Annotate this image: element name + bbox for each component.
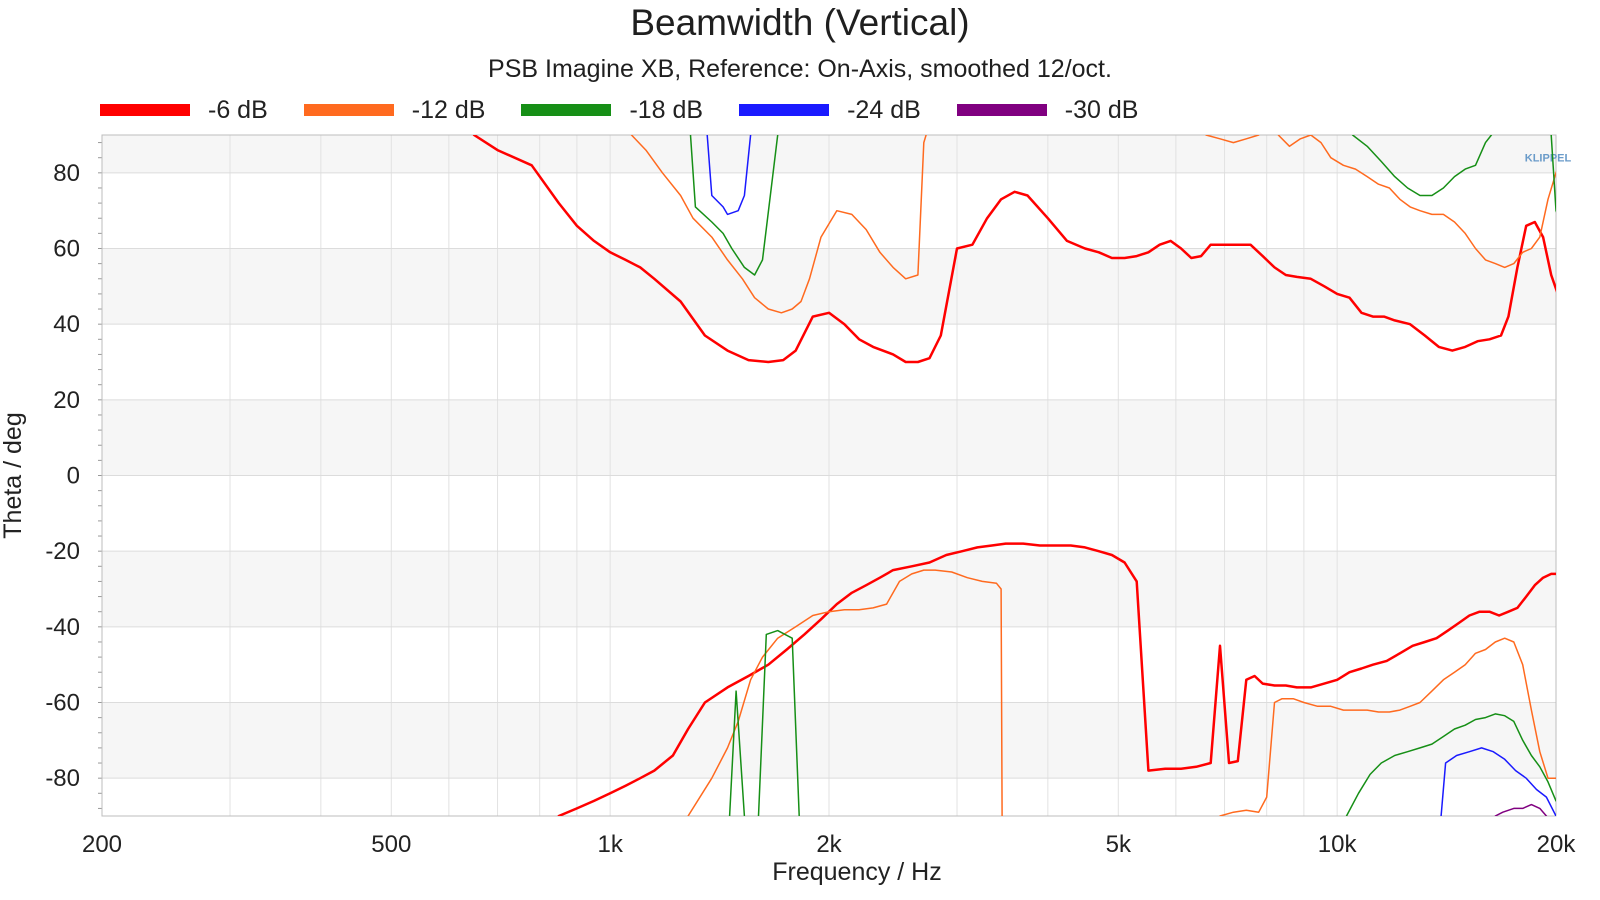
chart-subtitle: PSB Imagine XB, Reference: On-Axis, smoo… (488, 55, 1112, 83)
y-tick-label: -40 (45, 614, 80, 641)
series-line-minus18dB (757, 629, 800, 816)
legend-item: -6 dB (100, 96, 268, 125)
x-tick-label: 200 (82, 831, 122, 858)
legend-item: -18 dB (521, 96, 703, 125)
series-line-minus12dB (687, 569, 1003, 816)
y-tick-label: -20 (45, 538, 80, 565)
x-tick-label: 10k (1318, 831, 1358, 858)
plot-frame (101, 134, 1557, 817)
x-tick-label: 2k (816, 831, 842, 858)
legend-swatch (303, 104, 394, 116)
chart-legend: -6 dB -12 dB -18 dB -24 dB -30 dB (100, 95, 1174, 125)
series-line-minus30dB (1494, 803, 1548, 816)
legend-item: -24 dB (739, 96, 921, 125)
y-tick-label: -60 (45, 690, 80, 717)
series-group (472, 135, 1600, 816)
series-line-minus12dB (1277, 135, 1556, 269)
legend-label: -12 dB (411, 95, 486, 124)
x-tick-label: 20k (1537, 831, 1577, 858)
x-tick-label: 500 (371, 831, 411, 858)
legend-swatch (100, 104, 190, 116)
series-line-minus24dB (1440, 747, 1556, 816)
series-line-minus12dB (1205, 135, 1260, 144)
legend-label: -18 dB (629, 95, 704, 124)
legend-swatch (521, 104, 612, 116)
series-line-minus18dB (689, 135, 779, 276)
series-line-minus18dB (1550, 135, 1556, 213)
watermark-logo: KLIPPEL (1525, 152, 1572, 164)
legend-item: -12 dB (303, 95, 486, 125)
y-tick-label: -80 (45, 765, 80, 792)
series-line-minus18dB (1345, 713, 1556, 816)
y-tick-label: 80 (53, 160, 80, 187)
y-tick-label: 40 (53, 311, 80, 338)
y-tick-label: 20 (53, 387, 80, 414)
series-line-minus12dB (630, 135, 927, 314)
series-line-minus30dB (1573, 135, 1579, 177)
series-line-minus6dB (557, 542, 1556, 816)
x-axis-label: Frequency / Hz (772, 858, 942, 886)
y-tick-label: 0 (67, 463, 80, 490)
legend-label: -30 dB (1064, 95, 1139, 124)
legend-item: -30 dB (956, 95, 1139, 125)
series-line-minus18dB (728, 690, 746, 816)
axes-labels: 200 500 1k 2k 5k 10k 20k806040200-20-40-60-80F… (0, 160, 1576, 886)
series-line-minus12dB (1580, 135, 1600, 298)
y-axis-label: Theta / deg (0, 412, 27, 538)
series-line-minus24dB (706, 135, 752, 216)
legend-label: -6 dB (208, 95, 268, 124)
series-line-minus18dB (1351, 135, 1493, 197)
series-line-minus30dB (1573, 771, 1586, 816)
series-line-minus12dB (1219, 637, 1556, 816)
series-line-minus24dB (1565, 740, 1596, 816)
legend-swatch (956, 104, 1047, 116)
x-tick-label: 1k (597, 831, 623, 858)
x-tick-label: 5k (1106, 831, 1132, 858)
series-line-minus6dB (472, 135, 1556, 364)
legend-swatch (739, 104, 830, 116)
legend-label: -24 dB (847, 95, 921, 124)
y-tick-label: 60 (53, 236, 80, 263)
chart-title: Beamwidth (Vertical) (630, 2, 970, 43)
